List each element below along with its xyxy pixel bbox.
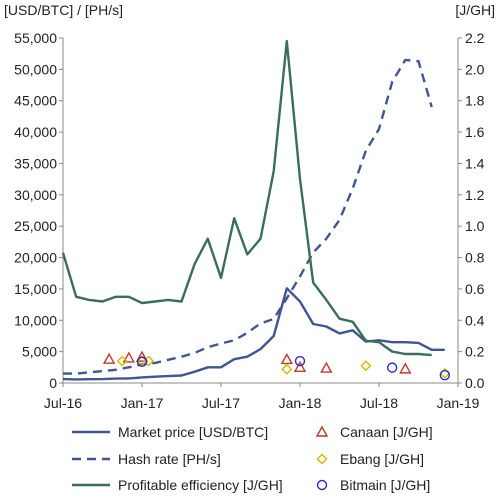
y-left-tick-label: 30,000 <box>14 187 57 203</box>
legend-label: Profitable efficiency [J/GH] <box>118 477 283 493</box>
scatter-point-2 <box>439 369 451 381</box>
x-tick-label: Jan-18 <box>279 395 322 411</box>
y-left-tick-label: 5,000 <box>22 344 57 360</box>
y-left-tick-label: 50,000 <box>14 61 57 77</box>
legend: Market price [USD/BTC] Hash rate [PH/s] Pr… <box>72 424 433 493</box>
y-left-tick-label: 40,000 <box>14 124 57 140</box>
scatter-point-2 <box>294 355 306 367</box>
y-left-tick-label: 20,000 <box>14 250 57 266</box>
y-left-axis-label: [USD/BTC] / [PH/s] <box>4 2 123 18</box>
scatter-point-0 <box>293 360 307 373</box>
scatter-point-1 <box>360 360 372 372</box>
legend-label: Hash rate [PH/s] <box>118 451 221 467</box>
y-left-tick-label: 0 <box>49 375 57 391</box>
series-line-2 <box>61 39 432 357</box>
scatter-point-1 <box>116 355 128 367</box>
x-tick-label: Jan-19 <box>437 395 480 411</box>
y-left-tick-label: 55,000 <box>14 30 57 46</box>
y-left-tick-label: 25,000 <box>14 218 57 234</box>
x-tick-label: Jan-17 <box>121 395 164 411</box>
scatter-point-0 <box>135 350 149 362</box>
axes: 0 5,000 10,000 15,000 20,000 25,000 30,000 35,0… <box>14 30 485 411</box>
y-right-tick-label: 1.4 <box>465 155 485 171</box>
y-right-tick-label: 0.6 <box>465 281 485 297</box>
series-line-0 <box>62 287 445 381</box>
y-right-axis-label: [J/GH] <box>455 2 495 18</box>
x-tick-label: Jul-16 <box>44 395 82 411</box>
scatter-point-0 <box>280 353 294 365</box>
legend-label: Ebang [J/GH] <box>340 451 424 467</box>
y-right-tick-label: 0.0 <box>465 375 485 391</box>
scatter-point-2 <box>136 356 148 368</box>
scatter-point-0 <box>320 361 333 373</box>
scatter-point-0 <box>399 362 412 374</box>
y-left-tick-label: 45,000 <box>14 93 57 109</box>
scatter-point-0 <box>122 351 136 363</box>
scatter-markers <box>102 350 451 381</box>
y-left-tick-label: 15,000 <box>14 281 57 297</box>
y-right-tick-label: 2.0 <box>465 61 485 77</box>
series-line-1 <box>63 58 433 375</box>
x-tick-label: Jul-17 <box>202 395 240 411</box>
legend-label: Canaan [J/GH] <box>340 424 433 440</box>
x-tick-label: Jul-18 <box>360 395 398 411</box>
scatter-point-1 <box>281 363 293 375</box>
y-right-tick-label: 0.2 <box>465 344 485 360</box>
y-right-tick-label: 1.8 <box>465 93 485 109</box>
legend-marker-2 <box>316 479 328 491</box>
y-right-tick-label: 2.2 <box>465 30 485 46</box>
y-right-tick-label: 1.0 <box>465 218 485 234</box>
scatter-point-2 <box>386 362 398 373</box>
legend-marker-1 <box>316 453 328 465</box>
y-right-tick-label: 1.2 <box>465 187 485 203</box>
legend-label: Market price [USD/BTC] <box>118 424 268 440</box>
y-right-tick-label: 0.4 <box>465 312 485 328</box>
series-lines <box>61 39 445 381</box>
y-left-tick-label: 35,000 <box>14 155 57 171</box>
legend-marker-0 <box>315 425 329 437</box>
y-right-tick-label: 1.6 <box>465 124 485 140</box>
y-left-tick-label: 10,000 <box>14 312 57 328</box>
y-right-tick-label: 0.8 <box>465 250 485 266</box>
legend-label: Bitmain [J/GH] <box>340 477 430 493</box>
scatter-point-0 <box>102 352 116 364</box>
